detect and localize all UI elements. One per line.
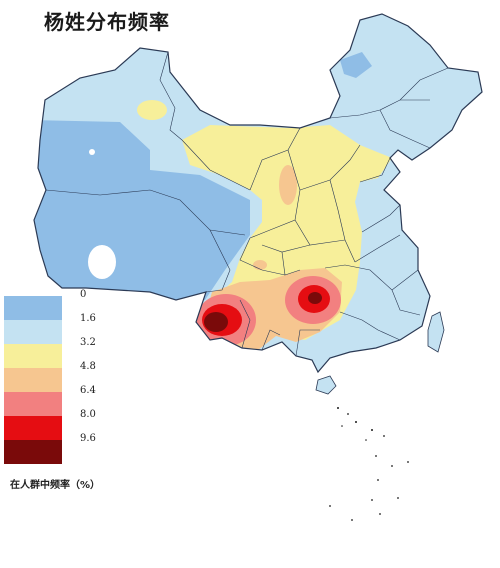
legend-row: 9.6 bbox=[4, 433, 124, 464]
legend-row: 4.8 bbox=[4, 361, 124, 392]
region-fill-yellow-north bbox=[137, 100, 167, 120]
region-fill-orange-spot bbox=[253, 260, 267, 270]
taiwan-island bbox=[427, 311, 445, 353]
region-fill-low-west bbox=[34, 120, 250, 300]
region-fill-low-northeast bbox=[340, 52, 372, 78]
legend-label: 3.2 bbox=[80, 337, 96, 348]
legend-row: 1.6 bbox=[4, 313, 124, 344]
legend-swatch bbox=[4, 320, 62, 344]
legend-label: 8.0 bbox=[80, 409, 96, 420]
legend-swatch bbox=[4, 368, 62, 392]
province-borders bbox=[45, 51, 449, 357]
south-china-sea-islands bbox=[329, 407, 409, 521]
hainan-island bbox=[315, 375, 337, 395]
hotspot-yunnan-core bbox=[204, 312, 228, 332]
legend-label: 1.6 bbox=[80, 313, 96, 324]
legend-label: 9.6 bbox=[80, 433, 96, 444]
legend-row: 6.4 bbox=[4, 385, 124, 416]
region-fill-orange-shaanxi bbox=[279, 165, 297, 205]
legend-swatch bbox=[4, 344, 62, 368]
legend-swatch bbox=[4, 416, 62, 440]
map-title: 杨姓分布频率 bbox=[44, 10, 170, 34]
legend-label: 4.8 bbox=[80, 361, 96, 372]
legend: 0 1.6 3.2 4.8 6.4 8.0 9.6 bbox=[4, 289, 124, 464]
legend-row: 8.0 bbox=[4, 409, 124, 440]
legend-swatch bbox=[4, 440, 62, 464]
legend-caption: 在人群中频率（%） bbox=[10, 480, 101, 491]
white-patch-tibet bbox=[88, 245, 116, 279]
legend-label: 6.4 bbox=[80, 385, 96, 396]
legend-swatch bbox=[4, 296, 62, 320]
legend-row: 0 bbox=[4, 289, 124, 320]
legend-row: 3.2 bbox=[4, 337, 124, 368]
hotspot-guizhou-core bbox=[308, 292, 322, 304]
legend-label: 0 bbox=[80, 289, 87, 300]
white-patch-small bbox=[89, 149, 95, 155]
legend-swatch bbox=[4, 392, 62, 416]
